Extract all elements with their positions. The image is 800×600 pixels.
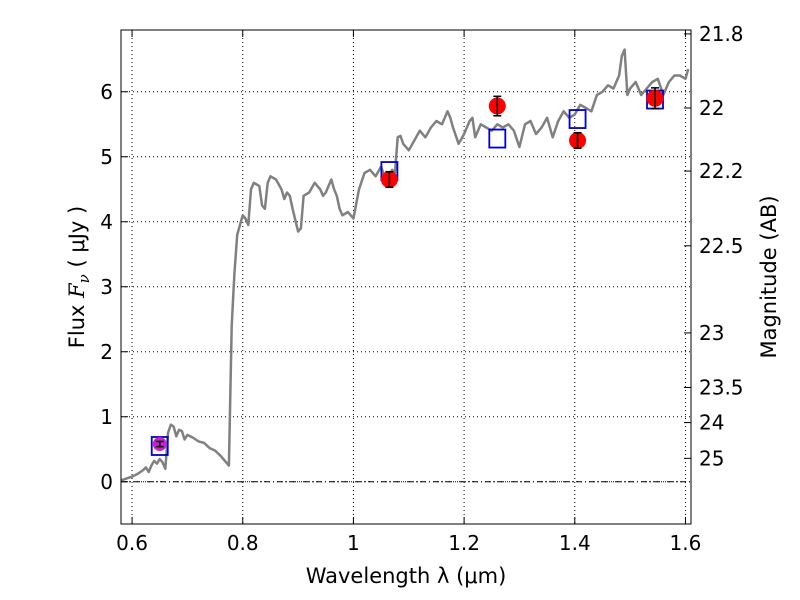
grid xyxy=(121,30,691,524)
mag-tick-label: 25 xyxy=(699,446,724,470)
y-tick-label: 1 xyxy=(100,405,113,429)
magnitude-axis-title: Magnitude (AB) xyxy=(757,195,781,358)
x-axis-title: Wavelength λ (μm) xyxy=(306,564,507,588)
y-tick-label: 6 xyxy=(100,80,113,104)
x-tick-label: 1.2 xyxy=(448,531,480,555)
x-tick-label: 1.6 xyxy=(670,531,702,555)
mag-tick-label: 23.5 xyxy=(699,376,744,400)
x-tick-label: 1.4 xyxy=(559,531,591,555)
magnitude-axis-ticks: 21.8 22 22.2 22.5 23 23.5 24 25 xyxy=(684,22,744,470)
y-tick-label: 5 xyxy=(100,145,113,169)
mag-tick-label: 22 xyxy=(699,96,724,120)
mag-tick-label: 23 xyxy=(699,321,724,345)
y-axis-title: Flux Fν ( μJy ) xyxy=(65,206,93,348)
y-tick-label: 0 xyxy=(100,470,113,494)
observed-point-markers xyxy=(152,87,664,452)
mag-tick-label: 21.8 xyxy=(699,22,744,46)
mag-tick-label: 22.5 xyxy=(699,234,744,258)
y-tick-label: 3 xyxy=(100,275,113,299)
y-axis-ticks: 0 1 2 3 4 5 6 xyxy=(100,80,128,494)
model-square-marker xyxy=(150,436,169,456)
x-axis-ticks: 0.6 0.8 1 1.2 1.4 1.6 xyxy=(116,30,701,555)
spectrum-line xyxy=(120,48,690,482)
mag-tick-label: 24 xyxy=(699,411,724,435)
model-square-marker xyxy=(488,128,507,149)
x-tick-label: 0.6 xyxy=(116,531,148,555)
spectrum-layer xyxy=(120,48,690,482)
x-tick-label: 0.8 xyxy=(227,531,259,555)
model-square-marker xyxy=(568,109,587,129)
y-tick-label: 2 xyxy=(100,340,113,364)
x-tick-label: 1 xyxy=(347,531,360,555)
mag-tick-label: 22.2 xyxy=(699,159,744,183)
plot-frame xyxy=(120,29,692,525)
y-tick-label: 4 xyxy=(100,210,113,234)
model-square-markers xyxy=(150,89,664,456)
